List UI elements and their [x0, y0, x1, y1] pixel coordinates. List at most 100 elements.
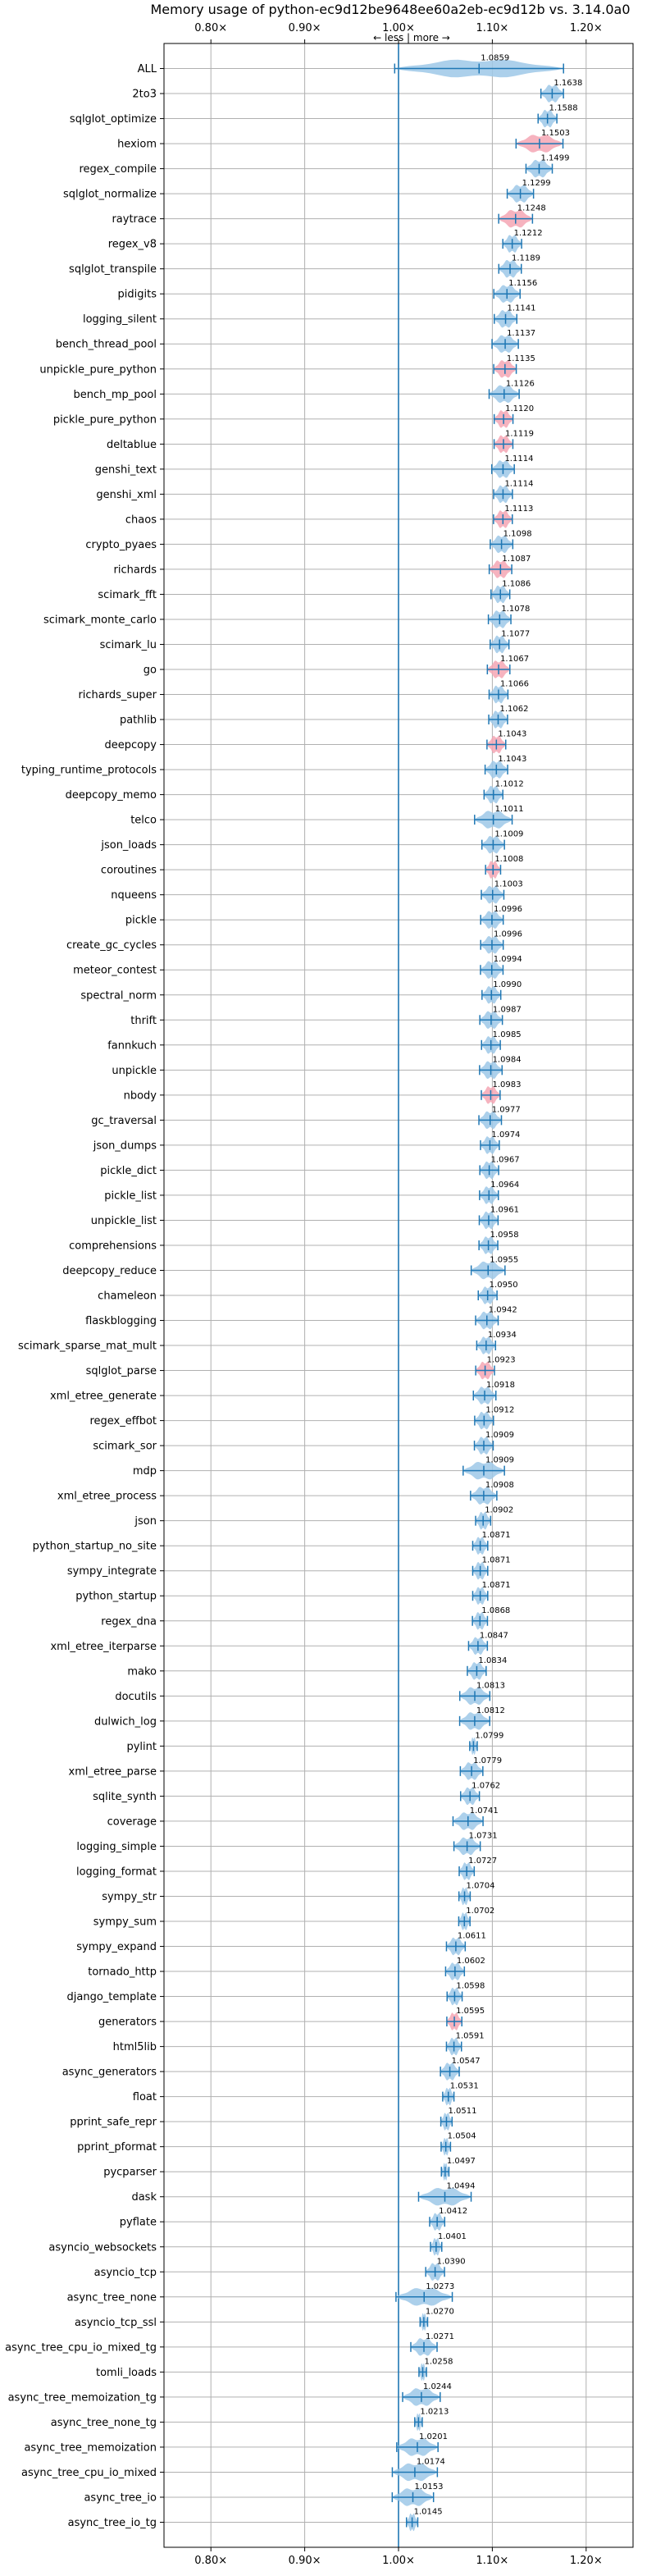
benchmark-label: sympy_expand	[76, 1941, 157, 1953]
benchmark-label: pickle	[125, 915, 157, 927]
benchmark-label: deepcopy_memo	[66, 789, 157, 802]
benchmark-label: coverage	[107, 1816, 157, 1828]
value-label: 1.1114	[504, 454, 533, 464]
value-label: 1.0871	[482, 1531, 511, 1540]
x-tick-label-bottom: 1.10×	[476, 2555, 508, 2567]
value-label: 1.0727	[468, 1857, 497, 1866]
value-label: 1.0977	[492, 1105, 521, 1114]
benchmark-label: 2to3	[132, 89, 157, 101]
benchmark-label: scimark_lu	[100, 639, 157, 651]
benchmark-label: create_gc_cycles	[66, 939, 157, 952]
benchmark-label: dask	[131, 2191, 157, 2204]
benchmark-label: unpickle	[112, 1065, 157, 1077]
benchmark-label: xml_etree_iterparse	[50, 1641, 157, 1653]
benchmark-label: sympy_sum	[93, 1916, 157, 1929]
value-label: 1.0996	[494, 930, 522, 939]
direction-hint: ← less | more →	[373, 32, 450, 43]
value-label: 1.1156	[508, 279, 537, 288]
x-tick-label-bottom: 1.00×	[382, 2555, 415, 2567]
benchmark-label: sqlglot_normalize	[63, 189, 157, 201]
value-label: 1.1119	[505, 429, 534, 438]
value-label: 1.1043	[498, 730, 526, 739]
value-label: 1.1114	[504, 479, 533, 488]
value-label: 1.1078	[501, 605, 530, 614]
benchmark-label: richards	[114, 564, 157, 576]
benchmark-label: async_tree_none	[67, 2291, 157, 2304]
benchmark-label: asyncio_tcp_ssl	[75, 2317, 157, 2329]
value-label: 1.0942	[489, 1306, 517, 1315]
value-label: 1.1086	[502, 579, 531, 588]
value-label: 1.0531	[450, 2082, 479, 2091]
value-label: 1.1008	[494, 855, 523, 864]
benchmark-label: python_startup_no_site	[33, 1541, 157, 1553]
benchmark-label: async_generators	[62, 2067, 157, 2079]
value-label: 1.0847	[480, 1631, 508, 1640]
value-label: 1.0153	[415, 2482, 444, 2492]
value-label: 1.0912	[485, 1406, 514, 1415]
value-label: 1.0955	[490, 1255, 518, 1264]
benchmark-label: generators	[98, 2016, 157, 2029]
x-tick-label-top: 0.80×	[194, 22, 227, 34]
benchmark-label: dulwich_log	[94, 1715, 157, 1728]
value-label: 1.0918	[486, 1381, 515, 1390]
benchmark-label: unpickle_pure_python	[39, 363, 157, 376]
value-label: 1.0244	[423, 2382, 452, 2391]
benchmark-label: pidigits	[118, 289, 157, 301]
violin-layer	[391, 59, 564, 2532]
benchmark-label: asyncio_tcp	[94, 2267, 157, 2279]
benchmark-label: async_tree_memoization_tg	[8, 2391, 157, 2404]
value-label: 1.0270	[426, 2307, 454, 2316]
benchmark-label: pickle_list	[104, 1190, 157, 1202]
benchmark-label: richards_super	[78, 689, 157, 701]
value-label: 1.0412	[439, 2207, 467, 2216]
value-label: 1.0923	[487, 1356, 516, 1365]
benchmark-label: json_dumps	[93, 1140, 157, 1152]
benchmark-label: bench_thread_pool	[56, 339, 157, 351]
value-label: 1.1043	[498, 755, 526, 764]
benchmark-label: sqlglot_parse	[86, 1365, 157, 1377]
value-label: 1.0702	[466, 1907, 494, 1916]
benchmark-label: tornado_http	[88, 1966, 157, 1979]
value-label: 1.1012	[495, 780, 524, 789]
benchmark-label: html5lib	[113, 2041, 157, 2053]
x-tick-label-top: 1.00×	[382, 22, 415, 34]
value-label: 1.0174	[417, 2457, 445, 2466]
benchmark-label: sqlite_synth	[93, 1791, 157, 1803]
label-layer: 0.80× 0.80× 0.90× 0.90× 1.00× 1.00× 1.10× 1.10×…	[5, 22, 603, 2567]
value-label: 1.0504	[448, 2132, 476, 2141]
benchmark-label: pyflate	[120, 2217, 157, 2229]
value-label: 1.0984	[493, 1055, 522, 1064]
benchmark-label: fannkuch	[107, 1039, 157, 1052]
benchmark-label: gc_traversal	[91, 1115, 157, 1127]
value-label: 1.0994	[494, 955, 522, 964]
value-label: 1.1087	[502, 555, 531, 564]
benchmark-label: typing_runtime_protocols	[21, 765, 157, 777]
benchmark-label: regex_dna	[101, 1615, 157, 1628]
value-label: 1.0258	[425, 2357, 453, 2366]
benchmark-label: xml_etree_parse	[69, 1765, 157, 1778]
value-label: 1.1067	[500, 655, 529, 664]
benchmark-label: pprint_safe_repr	[70, 2117, 157, 2129]
value-label: 1.0273	[426, 2282, 454, 2291]
value-label: 1.0859	[481, 54, 509, 63]
benchmark-label: ALL	[138, 63, 157, 75]
value-label: 1.0934	[488, 1331, 517, 1340]
benchmark-label: mako	[127, 1665, 157, 1678]
benchmark-label: async_tree_cpu_io_mixed	[21, 2467, 157, 2479]
benchmark-label: meteor_contest	[73, 965, 157, 977]
value-label: 1.0547	[452, 2057, 481, 2066]
value-label: 1.0908	[485, 1481, 514, 1490]
benchmark-label: telco	[130, 815, 157, 827]
benchmark-label: pickle_dict	[100, 1165, 157, 1177]
benchmark-label: async_tree_cpu_io_mixed_tg	[5, 2341, 157, 2354]
x-tick-label-bottom: 1.20×	[570, 2555, 603, 2567]
benchmark-label: deepcopy_reduce	[62, 1265, 157, 1277]
benchmark-label: async_tree_none_tg	[51, 2417, 157, 2429]
value-label: 1.0985	[493, 1030, 522, 1039]
benchmark-label: json	[134, 1515, 157, 1528]
benchmark-label: async_tree_io	[84, 2492, 157, 2504]
value-label: 1.0145	[414, 2507, 443, 2516]
value-label: 1.0958	[490, 1231, 519, 1240]
value-label: 1.0990	[493, 980, 522, 989]
value-label: 1.0996	[494, 905, 522, 914]
